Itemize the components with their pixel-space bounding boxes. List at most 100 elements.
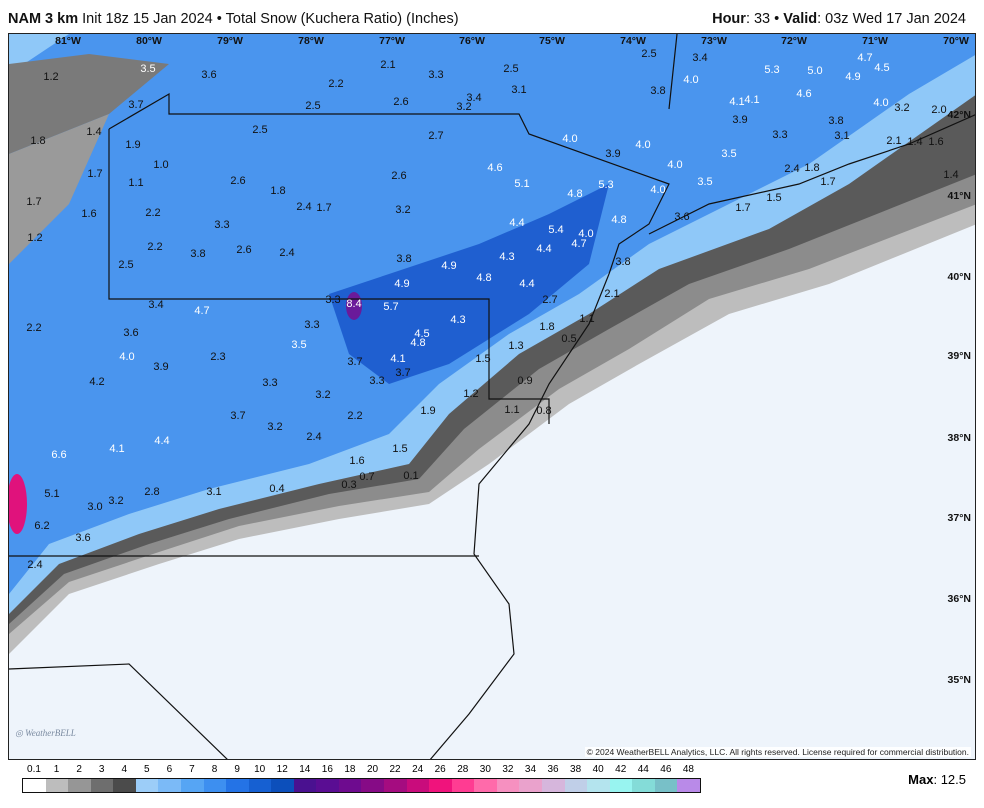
snow-total-label: 0.4	[269, 483, 285, 495]
longitude-label: 71°W	[862, 35, 888, 47]
snow-total-label: 3.8	[650, 85, 666, 97]
snow-total-label: 1.7	[735, 202, 751, 214]
snow-total-label: 5.3	[598, 179, 614, 191]
snow-total-label: 3.3	[214, 219, 230, 231]
deep-blue-snow	[329, 184, 609, 384]
snow-total-label: 3.3	[369, 375, 385, 387]
product-name: Total Snow (Kuchera Ratio) (Inches)	[225, 11, 459, 27]
latitude-label: 41°N	[947, 190, 971, 202]
longitude-label: 77°W	[379, 35, 405, 47]
legend-label: 6	[166, 764, 173, 775]
snow-total-label: 1.1	[128, 177, 144, 189]
snow-total-label: 3.4	[692, 52, 708, 64]
valid-time-header: Hour: 33 • Valid: 03z Wed 17 Jan 2024	[712, 11, 966, 27]
snow-total-label: 4.0	[119, 351, 135, 363]
snow-total-label: 4.3	[450, 314, 466, 326]
max-number: : 12.5	[933, 772, 966, 787]
coastline	[648, 114, 975, 235]
snow-total-label: 3.6	[123, 327, 139, 339]
weatherbell-logo: ◎ WeatherBELL	[15, 728, 76, 738]
snow-total-label: 1.4	[907, 136, 923, 148]
snow-total-label: 1.8	[30, 135, 46, 147]
snow-total-label: 4.5	[414, 328, 430, 340]
legend-label: 9	[234, 764, 240, 775]
snow-total-label: 3.2	[395, 204, 411, 216]
legend-label: 32	[502, 764, 514, 775]
legend-label: 38	[570, 764, 582, 775]
snow-total-label: 3.7	[347, 356, 363, 368]
legend-label: 28	[457, 764, 469, 775]
legend-label: 24	[412, 764, 424, 775]
snow-total-label: 3.3	[428, 69, 444, 81]
snow-total-label: 4.1	[109, 443, 125, 455]
latitude-label: 38°N	[947, 432, 971, 444]
snow-total-label: 4.6	[796, 88, 812, 100]
hour-label: Hour	[712, 11, 746, 27]
longitude-label: 80°W	[136, 35, 162, 47]
snow-total-label: 0.1	[403, 470, 419, 482]
snow-total-label: 1.4	[86, 126, 102, 138]
snow-total-label: 3.8	[615, 256, 631, 268]
light-gray-west	[9, 114, 109, 264]
legend-swatch	[361, 779, 384, 792]
magenta-max	[9, 474, 27, 534]
snow-total-label: 3.5	[697, 176, 713, 188]
legend-label: 2	[76, 764, 82, 775]
snow-total-label: 3.8	[396, 253, 412, 265]
longitude-label: 75°W	[539, 35, 565, 47]
snow-total-label: 6.6	[51, 449, 67, 461]
state-borders	[9, 663, 228, 759]
max-label: Max	[908, 772, 934, 787]
snow-total-label: 3.1	[511, 84, 527, 96]
valid-label: Valid	[783, 11, 818, 27]
snow-total-label: 3.2	[894, 102, 910, 114]
snow-total-label: 4.0	[635, 139, 651, 151]
model-name: NAM 3 km	[8, 11, 79, 27]
state-borders	[108, 92, 670, 275]
legend-swatch	[113, 779, 136, 792]
snow-total-label: 3.4	[466, 92, 482, 104]
snow-total-label: 3.0	[87, 501, 103, 513]
snow-total-label: 3.7	[395, 367, 411, 379]
snow-total-label: 4.2	[89, 376, 105, 388]
legend-label: 40	[592, 764, 604, 775]
snow-total-label: 3.9	[605, 148, 621, 160]
snow-total-label: 4.8	[611, 214, 627, 226]
legend-swatch	[338, 779, 362, 792]
snow-total-label: 4.4	[154, 435, 170, 447]
color-legend: 0.1 1 2 3 4 5 6 7 8 9 10 12 14 16 18 20 22 24 26 28 30 32 34 36…	[22, 764, 702, 793]
legend-swatch	[203, 779, 227, 792]
longitude-label: 72°W	[781, 35, 807, 47]
legend-label: 48	[682, 764, 694, 775]
snow-total-label: 3.5	[721, 148, 737, 160]
snow-total-label: 3.3	[772, 129, 788, 141]
snow-total-label: 2.8	[144, 486, 160, 498]
snow-total-label: 2.4	[279, 247, 295, 259]
snow-total-label: 3.5	[140, 63, 156, 75]
snow-total-label: 1.6	[349, 455, 365, 467]
legend-swatch	[23, 779, 46, 792]
snow-total-label: 0.3	[341, 479, 357, 491]
legend-label: 18	[344, 764, 356, 775]
snow-total-label: 4.4	[519, 278, 535, 290]
legend-label: 7	[189, 764, 195, 775]
legend-swatch	[632, 779, 655, 792]
legend-label: 3	[98, 764, 105, 775]
snow-total-label: 4.1	[390, 353, 406, 365]
snow-total-label: 0.8	[536, 405, 552, 417]
snow-total-label: 4.9	[441, 260, 457, 272]
snow-total-label: 4.5	[874, 62, 890, 74]
snow-total-label: 4.0	[578, 228, 594, 240]
latitude-label: 35°N	[947, 674, 971, 686]
snow-total-label: 5.0	[807, 65, 823, 77]
legend-label: 4	[121, 764, 128, 775]
snow-total-label: 2.6	[230, 175, 246, 187]
valid-value: : 03z Wed 17 Jan 2024	[817, 11, 966, 27]
snow-total-label: 1.7	[820, 176, 836, 188]
snow-total-label: 1.8	[804, 162, 820, 174]
snow-total-label: 3.2	[267, 421, 283, 433]
snow-total-label: 4.4	[509, 217, 525, 229]
snow-total-label: 1.5	[475, 353, 491, 365]
snow-total-label: 2.3	[210, 351, 226, 363]
legend-swatch	[451, 779, 475, 792]
